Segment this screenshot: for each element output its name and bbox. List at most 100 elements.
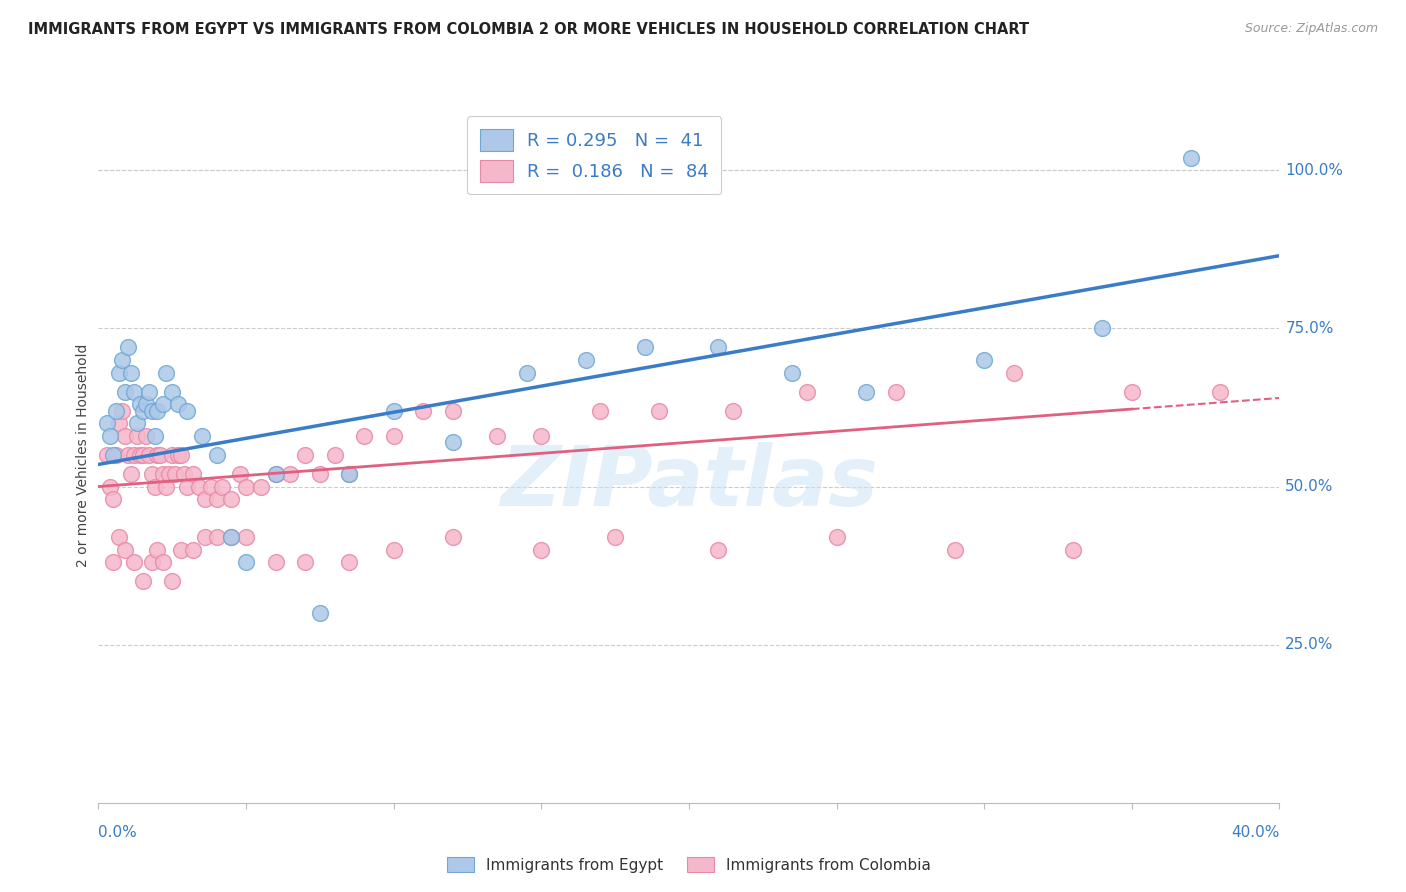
Point: [382, 542, 405, 557]
Point: [96, 417, 118, 431]
Point: [181, 542, 204, 557]
Text: 40.0%: 40.0%: [1232, 825, 1279, 840]
Point: [138, 448, 160, 462]
Point: [796, 384, 818, 399]
Point: [1180, 151, 1202, 165]
Point: [264, 556, 287, 570]
Point: [337, 467, 360, 481]
Point: [973, 353, 995, 368]
Point: [105, 448, 128, 462]
Point: [278, 467, 302, 481]
Point: [782, 366, 804, 380]
Point: [105, 403, 128, 417]
Point: [194, 492, 217, 507]
Point: [143, 429, 166, 443]
Point: [108, 530, 131, 544]
Legend: Immigrants from Egypt, Immigrants from Colombia: Immigrants from Egypt, Immigrants from C…: [440, 850, 938, 879]
Point: [167, 448, 190, 462]
Point: [111, 403, 134, 417]
Point: [1121, 384, 1143, 399]
Point: [441, 435, 464, 450]
Point: [176, 403, 198, 417]
Point: [176, 479, 198, 493]
Point: [707, 542, 730, 557]
Point: [205, 530, 228, 544]
Point: [181, 467, 204, 481]
Point: [141, 403, 163, 417]
Point: [194, 530, 217, 544]
Point: [205, 492, 228, 507]
Point: [152, 467, 174, 481]
Point: [141, 556, 163, 570]
Point: [165, 467, 187, 481]
Point: [173, 467, 195, 481]
Point: [353, 429, 375, 443]
Point: [128, 397, 150, 411]
Point: [294, 448, 316, 462]
Point: [141, 467, 163, 481]
Point: [707, 340, 730, 354]
Point: [235, 479, 257, 493]
Text: 50.0%: 50.0%: [1285, 479, 1334, 494]
Point: [103, 556, 125, 570]
Point: [117, 340, 139, 354]
Point: [309, 467, 332, 481]
Point: [605, 530, 627, 544]
Point: [146, 542, 169, 557]
Point: [155, 366, 177, 380]
Point: [1209, 384, 1232, 399]
Point: [122, 384, 145, 399]
Point: [120, 467, 142, 481]
Point: [589, 403, 612, 417]
Point: [1062, 542, 1084, 557]
Point: [1091, 321, 1114, 335]
Point: [170, 542, 193, 557]
Point: [162, 384, 183, 399]
Point: [143, 479, 166, 493]
Point: [323, 448, 346, 462]
Point: [235, 530, 257, 544]
Point: [103, 448, 125, 462]
Point: [855, 384, 877, 399]
Point: [135, 429, 157, 443]
Point: [122, 556, 145, 570]
Point: [108, 366, 131, 380]
Point: [648, 403, 671, 417]
Text: Source: ZipAtlas.com: Source: ZipAtlas.com: [1244, 22, 1378, 36]
Point: [574, 353, 596, 368]
Point: [191, 429, 214, 443]
Point: [162, 574, 183, 589]
Point: [486, 429, 509, 443]
Y-axis label: 2 or more Vehicles in Household: 2 or more Vehicles in Household: [76, 343, 90, 566]
Point: [128, 448, 150, 462]
Text: IMMIGRANTS FROM EGYPT VS IMMIGRANTS FROM COLOMBIA 2 OR MORE VEHICLES IN HOUSEHOL: IMMIGRANTS FROM EGYPT VS IMMIGRANTS FROM…: [28, 22, 1029, 37]
Point: [114, 429, 136, 443]
Text: 75.0%: 75.0%: [1285, 321, 1334, 336]
Point: [825, 530, 848, 544]
Point: [219, 530, 242, 544]
Point: [125, 429, 148, 443]
Point: [117, 448, 139, 462]
Point: [515, 366, 537, 380]
Point: [200, 479, 222, 493]
Point: [146, 403, 169, 417]
Point: [337, 556, 360, 570]
Point: [235, 556, 257, 570]
Point: [884, 384, 907, 399]
Point: [530, 429, 553, 443]
Point: [132, 574, 155, 589]
Point: [114, 542, 136, 557]
Point: [382, 403, 405, 417]
Point: [633, 340, 655, 354]
Point: [412, 403, 434, 417]
Point: [441, 530, 464, 544]
Point: [294, 556, 316, 570]
Point: [98, 429, 121, 443]
Point: [146, 448, 169, 462]
Point: [264, 467, 287, 481]
Point: [167, 397, 190, 411]
Point: [122, 448, 145, 462]
Point: [108, 417, 131, 431]
Point: [943, 542, 966, 557]
Point: [155, 479, 177, 493]
